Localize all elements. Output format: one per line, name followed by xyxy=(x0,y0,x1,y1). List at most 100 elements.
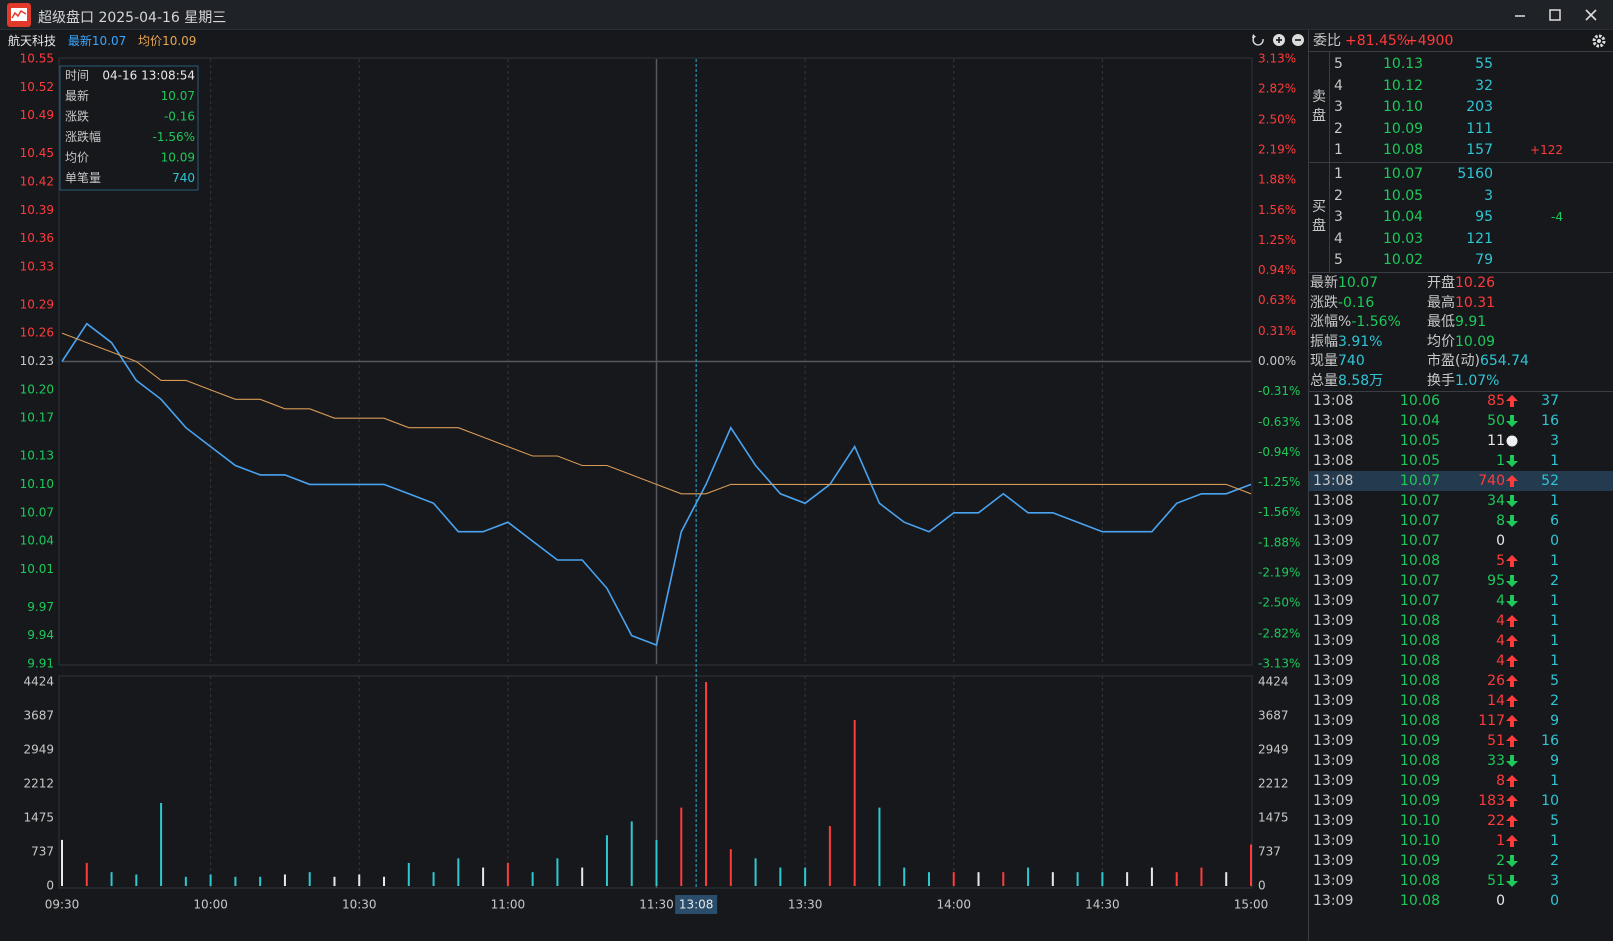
price: 10.04 xyxy=(1383,209,1424,225)
volume: 32 xyxy=(1475,77,1493,94)
volume-bar xyxy=(531,872,534,886)
trade-count: 5 xyxy=(1550,813,1559,829)
trade-count: 1 xyxy=(1550,593,1559,609)
settings-button[interactable] xyxy=(1591,33,1607,49)
trade-count: 16 xyxy=(1541,413,1559,429)
y-tick-label: 9.91 xyxy=(27,657,54,671)
trade-price: 10.10 xyxy=(1399,813,1440,829)
direction-icon xyxy=(1506,395,1518,407)
stat-label: 现量 xyxy=(1310,353,1338,370)
volume-bar xyxy=(680,807,683,886)
trade-price: 10.07 xyxy=(1399,533,1440,549)
tooltip-value: -0.16 xyxy=(164,110,195,124)
trade-count: 1 xyxy=(1550,613,1559,629)
y-tick-label: 10.23 xyxy=(20,354,54,368)
stat-label: 振幅 xyxy=(1310,333,1338,350)
volume: 111 xyxy=(1466,120,1493,137)
y-tick-label: 10.04 xyxy=(20,534,54,548)
volume-bar xyxy=(705,682,708,886)
x-tick-label: 14:00 xyxy=(936,898,971,912)
y2-tick-label: 0.31% xyxy=(1258,324,1296,338)
direction-icon xyxy=(1506,855,1518,867)
stat: 涨跌-0.16 xyxy=(1310,293,1374,313)
trade-volume: 14 xyxy=(1487,693,1505,709)
info-bar: 航天科技 最新10.07 均价10.09 xyxy=(0,31,1300,51)
price: 10.10 xyxy=(1383,99,1424,115)
trade-price: 10.07 xyxy=(1399,473,1440,489)
trade-time: 13:09 xyxy=(1313,553,1354,569)
stat-label: 换手 xyxy=(1427,373,1455,389)
tooltip-value: -1.56% xyxy=(153,130,195,144)
trade-time: 13:09 xyxy=(1313,853,1354,869)
window-title: 超级盘口 2025-04-16 星期三 xyxy=(38,10,227,26)
trade-time: 13:08 xyxy=(1313,453,1354,469)
x-tick-label: 10:30 xyxy=(342,898,377,912)
x-tick-label: 10:00 xyxy=(193,898,228,912)
direction-icon xyxy=(1506,635,1518,647)
stat: 振幅3.91% xyxy=(1310,332,1382,352)
volume-bar xyxy=(333,876,336,886)
volume-tick-label: 3687 xyxy=(23,708,54,722)
direction-icon xyxy=(1506,595,1518,607)
trade-volume: 183 xyxy=(1478,793,1505,809)
trade-time: 13:09 xyxy=(1313,633,1354,649)
y-tick-label: 10.13 xyxy=(20,449,54,463)
direction-icon xyxy=(1506,755,1518,767)
volume-tick-label: 2212 xyxy=(23,777,54,791)
divider xyxy=(1329,51,1330,272)
stat-label: 最高 xyxy=(1427,294,1455,311)
zoom-out-button[interactable] xyxy=(1292,34,1304,46)
volume-bar xyxy=(383,876,386,886)
direction-icon xyxy=(1506,655,1518,667)
y2-tick-label: -3.13% xyxy=(1258,657,1300,671)
trade-volume: 5 xyxy=(1496,553,1505,569)
y-tick-label: 10.39 xyxy=(20,203,54,217)
trade-price: 10.10 xyxy=(1399,833,1440,849)
y-tick-label: 10.33 xyxy=(20,259,54,273)
chart-area: 09:30 10:00 10:30 11:00 11:30 13:30 14:00 14:30… xyxy=(20,52,1300,914)
volume-bar xyxy=(506,862,509,886)
trade-time: 13:08 xyxy=(1313,413,1354,429)
volume-bar xyxy=(457,858,460,886)
direction-icon xyxy=(1506,875,1518,887)
trade-price: 10.05 xyxy=(1399,453,1440,469)
avg-label: 均价 xyxy=(138,34,163,48)
volume-bar xyxy=(407,862,410,886)
minimize-button[interactable] xyxy=(1503,0,1537,30)
volume-bar xyxy=(754,858,757,886)
latest-value: 10.07 xyxy=(91,34,127,48)
volume-bar xyxy=(209,874,212,886)
direction-icon xyxy=(1506,475,1518,487)
trade-volume: 22 xyxy=(1487,813,1505,829)
y-tick-label: 9.97 xyxy=(27,600,54,614)
y2-tick-label: -1.88% xyxy=(1258,536,1300,550)
zoom-in-button[interactable] xyxy=(1273,34,1285,46)
volume: 157 xyxy=(1466,142,1493,158)
tooltip-label: 单笔量 xyxy=(65,170,101,185)
volume-bar xyxy=(878,807,881,886)
avg-value: 10.09 xyxy=(162,34,197,48)
y2-tick-label: 0.94% xyxy=(1258,263,1296,277)
y-tick-label: 10.36 xyxy=(20,231,54,245)
change: +122 xyxy=(1530,143,1563,157)
stat: 现量740 xyxy=(1310,351,1365,371)
reset-button[interactable] xyxy=(1252,34,1264,46)
divider xyxy=(1309,162,1613,163)
tooltip-label: 涨跌幅 xyxy=(65,129,101,144)
maximize-button[interactable] xyxy=(1538,0,1572,30)
tooltip-label: 最新 xyxy=(65,88,89,103)
tooltip-box xyxy=(59,65,199,191)
level: 4 xyxy=(1334,230,1343,247)
volume: 121 xyxy=(1466,230,1493,247)
level: 5 xyxy=(1334,56,1343,72)
volume-bar xyxy=(1076,872,1079,886)
stat: 最高10.31 xyxy=(1427,293,1495,313)
close-button[interactable] xyxy=(1573,0,1609,30)
stat-value: 10.31 xyxy=(1455,294,1496,311)
level: 3 xyxy=(1334,99,1343,115)
ratio-label: 委比 xyxy=(1313,33,1341,49)
trade-volume: 8 xyxy=(1496,513,1505,529)
volume-bar xyxy=(927,872,930,886)
volume-bar xyxy=(655,839,658,886)
